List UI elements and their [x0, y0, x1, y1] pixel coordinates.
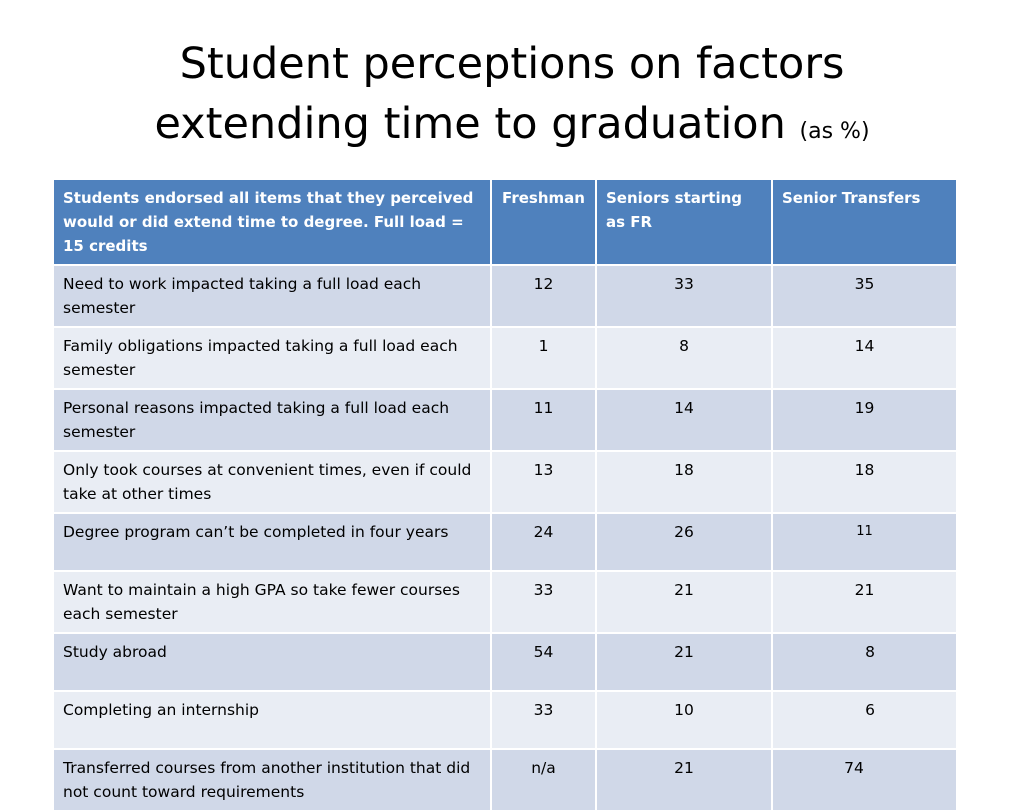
factors-table: Students endorsed all items that they pe…	[52, 178, 958, 812]
freshman-value: 1	[490, 326, 597, 390]
table-row: Degree program can’t be completed in fou…	[52, 512, 958, 572]
title-line-1: Student perceptions on factors	[179, 39, 845, 89]
seniors-fr-value: 14	[595, 388, 773, 452]
table-row: Need to work impacted taking a full load…	[52, 264, 958, 328]
senior-transfers-value: 18	[771, 450, 958, 514]
header-seniors-starting-fr: Seniors starting as FR	[595, 178, 773, 266]
table-header-row: Students endorsed all items that they pe…	[52, 178, 958, 266]
row-label: Only took courses at convenient times, e…	[52, 450, 492, 514]
seniors-fr-value: 10	[595, 690, 773, 750]
title-suffix: (as %)	[799, 119, 870, 144]
freshman-value: 13	[490, 450, 597, 514]
header-freshman: Freshman	[490, 178, 597, 266]
row-label: Study abroad	[52, 632, 492, 692]
title-line-2: extending time to graduation (as %)	[0, 94, 1024, 162]
table-row: Only took courses at convenient times, e…	[52, 450, 958, 514]
table-row: Family obligations impacted taking a ful…	[52, 326, 958, 390]
senior-transfers-value: 74	[771, 748, 958, 812]
senior-transfers-value: 35	[771, 264, 958, 328]
senior-transfers-value: 11	[771, 512, 958, 572]
freshman-value: 33	[490, 570, 597, 634]
senior-transfers-value: 21	[771, 570, 958, 634]
header-senior-transfers: Senior Transfers	[771, 178, 958, 266]
title-line-2-text: extending time to graduation	[154, 99, 786, 149]
table-row: Personal reasons impacted taking a full …	[52, 388, 958, 452]
freshman-value: 33	[490, 690, 597, 750]
table-row: Transferred courses from another institu…	[52, 748, 958, 812]
freshman-value: n/a	[490, 748, 597, 812]
seniors-fr-value: 21	[595, 748, 773, 812]
row-label: Need to work impacted taking a full load…	[52, 264, 492, 328]
seniors-fr-value: 8	[595, 326, 773, 390]
seniors-fr-value: 18	[595, 450, 773, 514]
freshman-value: 54	[490, 632, 597, 692]
senior-transfers-value: 14	[771, 326, 958, 390]
freshman-value: 24	[490, 512, 597, 572]
row-label: Want to maintain a high GPA so take fewe…	[52, 570, 492, 634]
seniors-fr-value: 21	[595, 570, 773, 634]
freshman-value: 11	[490, 388, 597, 452]
freshman-value: 12	[490, 264, 597, 328]
seniors-fr-value: 33	[595, 264, 773, 328]
senior-transfers-value: 19	[771, 388, 958, 452]
row-label: Degree program can’t be completed in fou…	[52, 512, 492, 572]
table-row: Study abroad 54 21 8	[52, 632, 958, 692]
header-description: Students endorsed all items that they pe…	[52, 178, 492, 266]
row-label: Transferred courses from another institu…	[52, 748, 492, 812]
seniors-fr-value: 26	[595, 512, 773, 572]
row-label: Personal reasons impacted taking a full …	[52, 388, 492, 452]
row-label: Completing an internship	[52, 690, 492, 750]
table-row: Want to maintain a high GPA so take fewe…	[52, 570, 958, 634]
table-row: Completing an internship 33 10 6	[52, 690, 958, 750]
senior-transfers-value: 6	[771, 690, 958, 750]
row-label: Family obligations impacted taking a ful…	[52, 326, 492, 390]
seniors-fr-value: 21	[595, 632, 773, 692]
senior-transfers-value: 8	[771, 632, 958, 692]
slide-title: Student perceptions on factors extending…	[0, 34, 1024, 162]
